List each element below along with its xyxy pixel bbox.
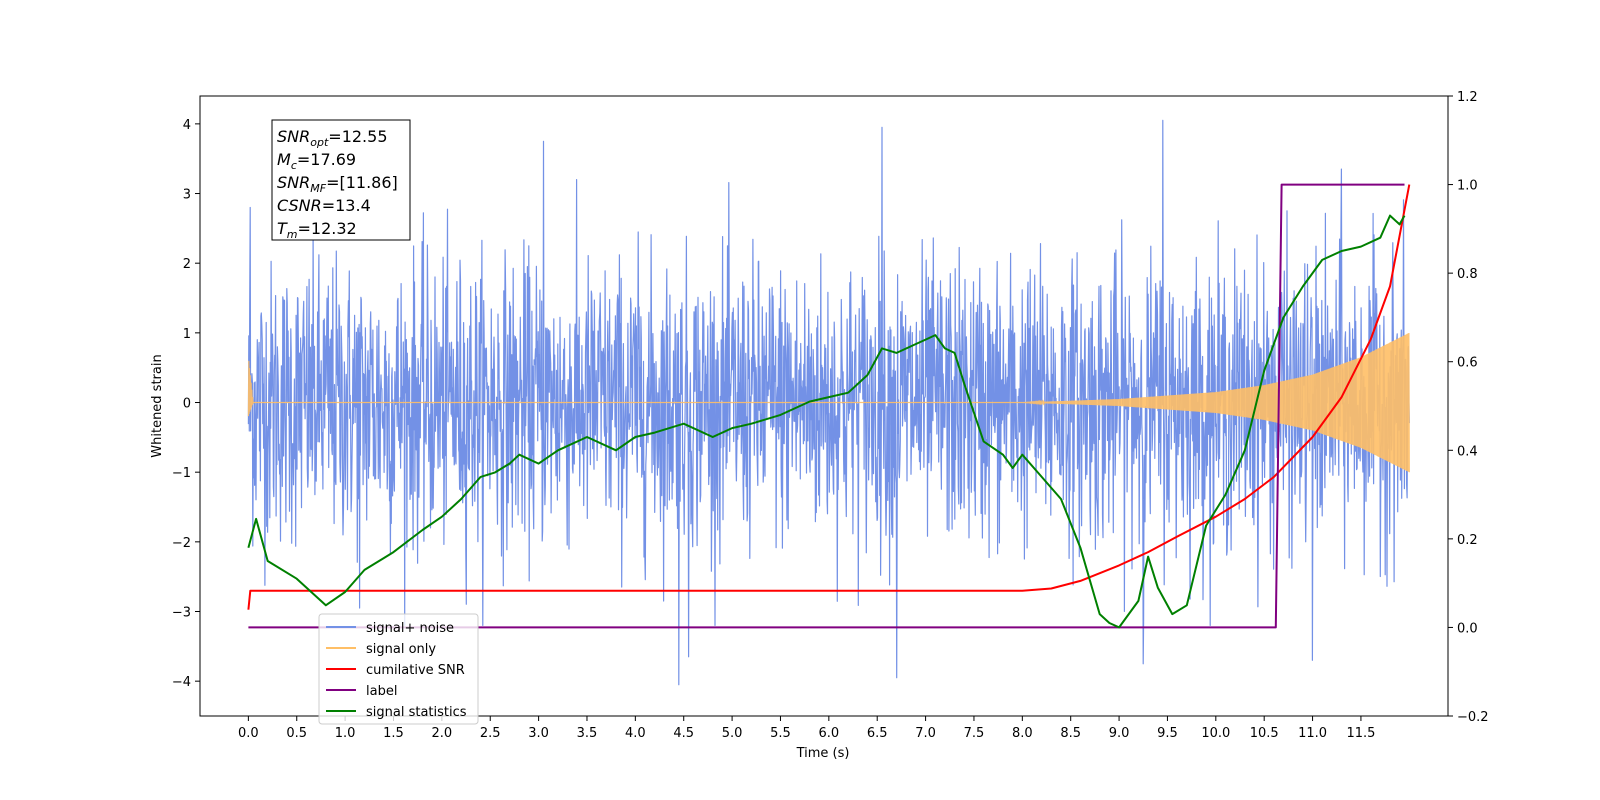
x-tick-label: 11.0 bbox=[1298, 726, 1327, 741]
legend-label: cumilative SNR bbox=[366, 663, 465, 678]
x-tick-label: 8.0 bbox=[1012, 726, 1033, 741]
x-tick-label: 2.5 bbox=[480, 726, 501, 741]
y-tick-label-right: 1.0 bbox=[1457, 179, 1478, 194]
y-tick-label-right: 0.4 bbox=[1457, 444, 1478, 459]
y-tick-label-left: −2 bbox=[172, 536, 191, 551]
x-tick-label: 3.0 bbox=[528, 726, 549, 741]
y-tick-label-left: 2 bbox=[183, 257, 191, 272]
x-tick-label: 5.5 bbox=[770, 726, 791, 741]
y-tick-label-left: 3 bbox=[183, 188, 191, 203]
annotation-line: SNRopt=12.55 bbox=[277, 127, 388, 149]
x-tick-label: 0.5 bbox=[286, 726, 307, 741]
series-label bbox=[248, 183, 1405, 629]
x-tick-label: 0.0 bbox=[238, 726, 259, 741]
series-signal-noise bbox=[247, 119, 1410, 686]
y-tick-label-right: 0.0 bbox=[1457, 621, 1478, 636]
y-tick-label-left: −1 bbox=[172, 466, 191, 481]
annotation-frame bbox=[271, 119, 411, 241]
y-tick-label-right: 0.2 bbox=[1457, 533, 1478, 548]
x-tick-label: 7.5 bbox=[964, 726, 985, 741]
series-layer bbox=[247, 119, 1411, 686]
y-tick-label-left: 4 bbox=[183, 118, 191, 133]
x-tick-label: 10.0 bbox=[1201, 726, 1230, 741]
x-tick-label: 1.0 bbox=[335, 726, 356, 741]
x-tick-label: 3.5 bbox=[577, 726, 598, 741]
x-tick-label: 5.0 bbox=[722, 726, 743, 741]
x-tick-label: 6.5 bbox=[867, 726, 888, 741]
series-signal-statistics bbox=[247, 214, 1406, 629]
y-axis-label: Whitened strain bbox=[150, 354, 165, 457]
x-axis: 0.0 0.5 1.0 1.5 2.0 2.5 3.0 3.5 4.0 4.5 5.0 5.5 6.0 6… bbox=[238, 716, 1375, 741]
annotation-line: SNRMF=[11.86] bbox=[277, 173, 398, 195]
x-tick-label: 10.5 bbox=[1250, 726, 1279, 741]
x-tick-label: 4.5 bbox=[673, 726, 694, 741]
annotation-box: SNRopt=12.55Mc=17.69SNRMF=[11.86]CSNR=13… bbox=[271, 119, 411, 241]
y-tick-label-right: 1.2 bbox=[1457, 90, 1478, 105]
y-axis-left: −4 −3 −2 −1 0 1 2 3 4 bbox=[172, 118, 200, 690]
x-tick-label: 2.0 bbox=[432, 726, 453, 741]
y-tick-label-right: 0.8 bbox=[1457, 267, 1478, 282]
legend-label: label bbox=[366, 684, 397, 699]
x-tick-label: 9.5 bbox=[1157, 726, 1178, 741]
y-tick-label-left: 0 bbox=[183, 397, 191, 412]
annotation-line: Tm=12.32 bbox=[277, 219, 357, 241]
series-signal-only bbox=[247, 332, 1410, 473]
x-tick-label: 7.0 bbox=[915, 726, 936, 741]
y-axis-right: −0.2 0.0 0.2 0.4 0.6 0.8 1.0 1.2 bbox=[1448, 90, 1489, 725]
y-tick-label-right: −0.2 bbox=[1457, 710, 1489, 725]
x-tick-label: 1.5 bbox=[383, 726, 404, 741]
legend: signal+ noise signal only cumilative SNR la… bbox=[318, 613, 479, 725]
plot-frame bbox=[199, 95, 1449, 717]
x-tick-label: 9.0 bbox=[1109, 726, 1130, 741]
x-tick-label: 4.0 bbox=[625, 726, 646, 741]
x-tick-label: 6.0 bbox=[818, 726, 839, 741]
y-tick-label-left: −3 bbox=[172, 606, 191, 621]
annotation-line: CSNR=13.4 bbox=[277, 196, 371, 215]
legend-label: signal+ noise bbox=[366, 621, 454, 636]
y-tick-label-left: −4 bbox=[172, 675, 191, 690]
legend-label: signal statistics bbox=[366, 705, 467, 720]
y-tick-label-left: 1 bbox=[183, 327, 191, 342]
y-tick-label-right: 0.6 bbox=[1457, 356, 1478, 371]
x-tick-label: 8.5 bbox=[1060, 726, 1081, 741]
legend-frame bbox=[318, 613, 479, 725]
legend-label: signal only bbox=[366, 642, 436, 657]
annotation-line: Mc=17.69 bbox=[277, 150, 356, 172]
x-tick-label: 11.5 bbox=[1346, 726, 1375, 741]
series-cumilative-snr bbox=[247, 184, 1411, 610]
x-axis-label: Time (s) bbox=[796, 746, 850, 761]
